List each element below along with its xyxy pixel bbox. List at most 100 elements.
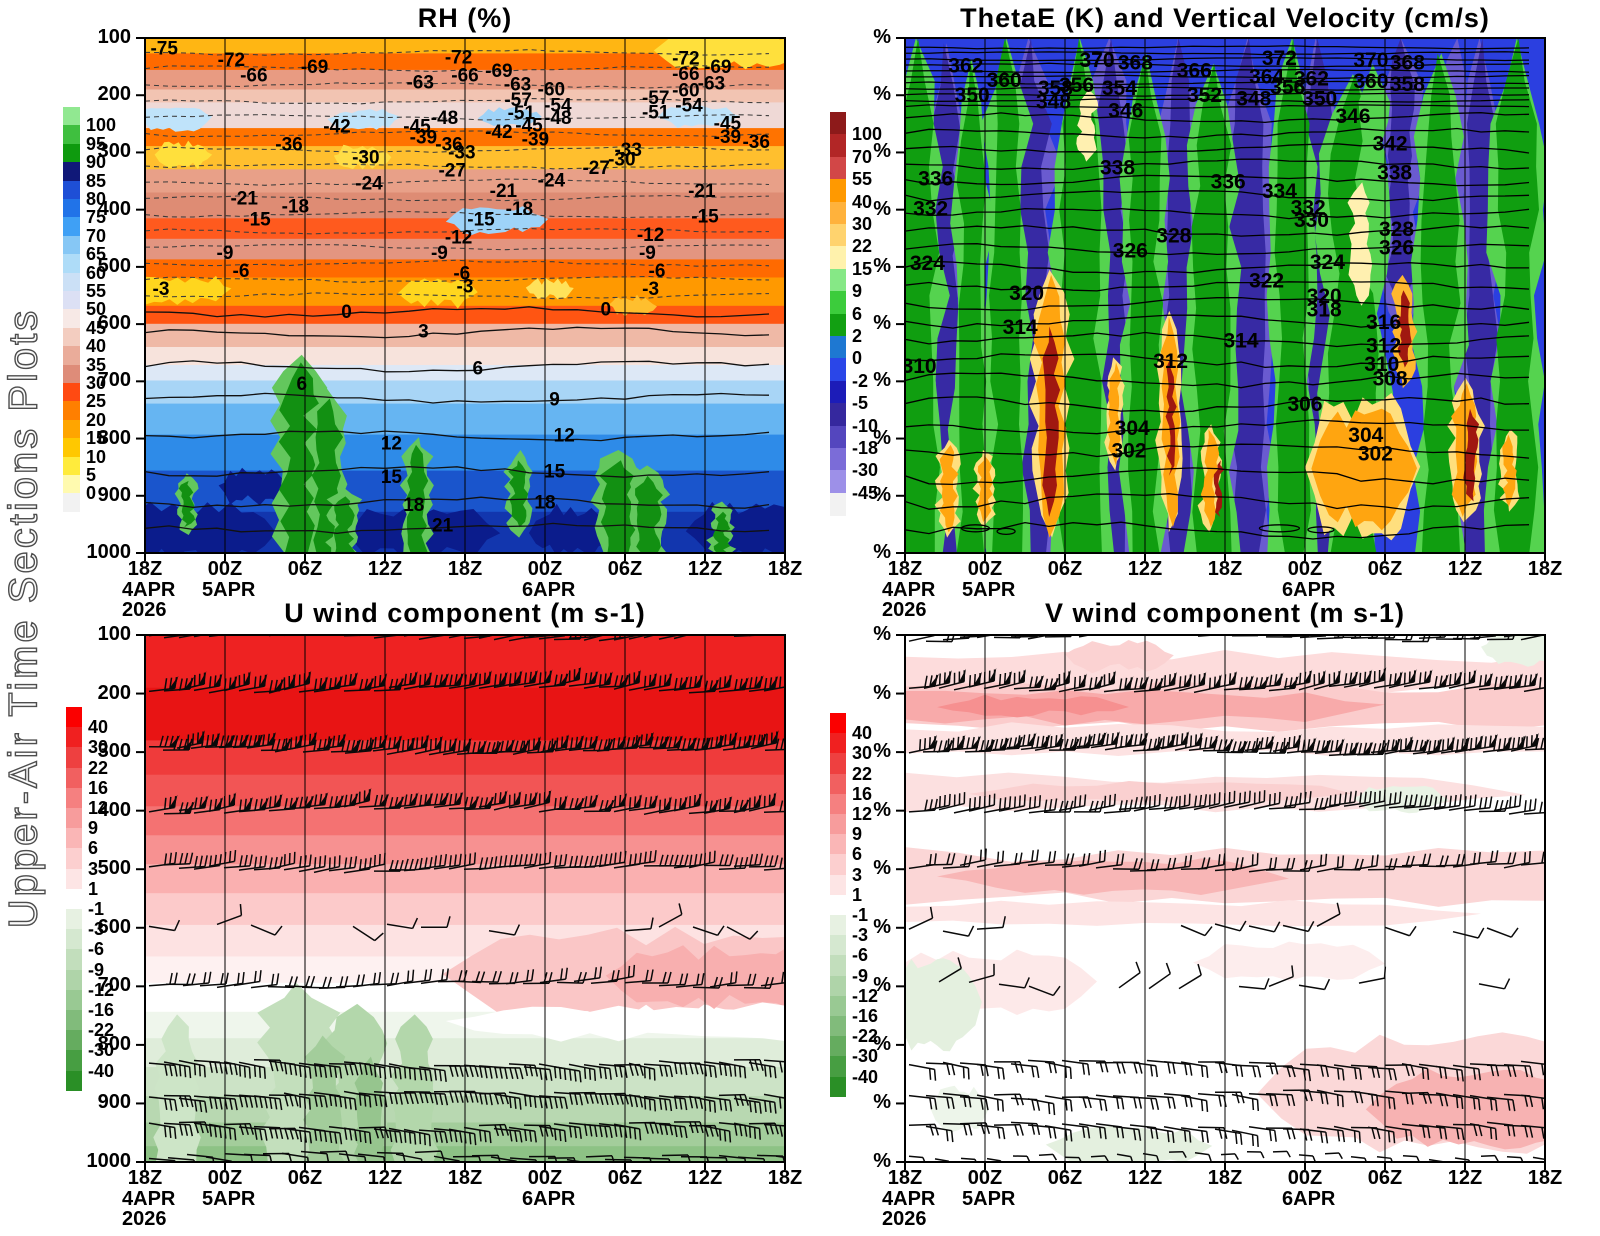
vwind-field: [905, 631, 1545, 1162]
wind-barb: [246, 731, 277, 749]
wind-barb: [925, 853, 956, 866]
wind-barb: [1478, 978, 1511, 990]
colorbar-swatch-rh: [63, 254, 80, 274]
contour-label: -24: [538, 171, 566, 192]
wind-barb: [388, 1127, 417, 1145]
wind-barb: [1118, 676, 1150, 691]
contour-label: 326: [1113, 240, 1148, 263]
wind-barb: [1418, 1124, 1448, 1140]
wind-barb: [699, 1156, 730, 1162]
contour-label: 310: [902, 355, 937, 378]
wind-barb: [978, 737, 1010, 752]
colorbar-label-thetae: 100: [852, 124, 883, 145]
wind-barb: [1358, 667, 1387, 688]
contour-label: 362: [948, 54, 983, 77]
x-tick-label: 00Z: [207, 558, 243, 580]
contour-label: -48: [431, 108, 458, 129]
colorbar-label-uwind: 3: [88, 858, 99, 879]
contour-label: 3: [418, 322, 429, 343]
wind-barb: [658, 1095, 688, 1111]
contour-label: 326: [1379, 237, 1414, 260]
wind-barb: [763, 1059, 785, 1074]
wind-barb: [283, 1127, 313, 1144]
contour-label: -39: [522, 130, 549, 151]
wind-barb: [199, 972, 229, 987]
wind-barb: [403, 1066, 433, 1082]
panel-title-vwind: V wind component (m s-1): [1044, 598, 1405, 628]
contour-label: 324: [910, 252, 945, 275]
wind-barb: [763, 1123, 785, 1138]
contour-label: 364: [1249, 66, 1284, 89]
wind-barb: [628, 1062, 656, 1081]
wind-barb: [523, 851, 552, 869]
wind-barb: [1146, 631, 1176, 633]
colorbar-label-vwind: -9: [852, 965, 869, 986]
colorbar-label-vwind: -16: [852, 1006, 879, 1026]
wind-barb: [1027, 850, 1057, 867]
panel-title-rh: RH (%): [417, 3, 513, 33]
wind-barb: [1044, 1124, 1073, 1142]
wind-barb: [748, 1097, 777, 1114]
y-tick-label: 500: [97, 254, 131, 277]
wind-barb: [357, 1153, 387, 1162]
contour-label: 320: [1009, 282, 1044, 305]
contour-label: -66: [240, 66, 267, 87]
wind-barb: [163, 1094, 194, 1108]
wind-barb: [1367, 1126, 1396, 1144]
y-tick-label: %: [873, 426, 891, 449]
wind-barb: [463, 1064, 493, 1079]
colorbar-label-rh: 65: [86, 244, 107, 265]
colorbar-swatch-thetae: [830, 268, 846, 292]
wind-barb: [148, 794, 178, 813]
contour-label: -21: [230, 189, 258, 210]
colorbar-label-vwind: 6: [852, 844, 863, 865]
wind-barb: [148, 1157, 178, 1162]
colorbar-swatch-rh: [63, 419, 80, 439]
wind-barb: [1044, 1061, 1072, 1079]
wind-barb: [1238, 790, 1266, 809]
contour-label: 338: [1100, 156, 1135, 179]
colorbar-swatch-uwind: [66, 828, 82, 849]
wind-barb: [1299, 635, 1329, 639]
colorbar-label-thetae: 55: [852, 169, 873, 190]
x-tick-label: 18Z: [127, 1167, 163, 1189]
colorbar-swatch-rh: [63, 217, 80, 237]
contour-label: -72: [445, 48, 472, 69]
wind-barb: [1486, 1121, 1516, 1137]
contour-label: -36: [275, 135, 302, 156]
wind-barb: [208, 1096, 238, 1111]
x-tick-label: 18Z: [1207, 1167, 1243, 1189]
wind-barb: [1112, 858, 1143, 871]
wind-barb: [1503, 1063, 1534, 1078]
y-tick-label: 600: [97, 915, 131, 938]
y-tick-label: 100: [97, 26, 131, 48]
y-tick-label: 300: [97, 740, 131, 763]
wind-barb: [418, 1129, 448, 1144]
contour-label: 312: [1153, 350, 1188, 373]
wind-barb: [358, 793, 390, 808]
wind-barb: [268, 1094, 299, 1107]
wind-barb: [624, 731, 654, 749]
vwind-plot-svg: [896, 631, 1546, 1170]
colorbar-swatch-uwind: [66, 848, 82, 870]
wind-barb: [328, 856, 358, 872]
wind-barb: [1129, 1096, 1160, 1110]
date-label: 4APR: [122, 1188, 176, 1210]
contour-label: -57: [504, 90, 531, 111]
rh-plot-svg: -75-72 -72 -72-69 -69 -69-66 -66 -66-63 -63 -63-…: [136, 37, 786, 561]
contour-label: -72: [672, 49, 699, 70]
contour-label: 358: [1390, 73, 1425, 96]
wind-barb: [1028, 985, 1061, 997]
colorbar-swatch-thetae: [830, 179, 846, 203]
wind-barb: [1412, 738, 1443, 755]
wind-barb: [238, 855, 268, 871]
colorbar-swatch-thetae: [830, 134, 846, 158]
wind-barb: [223, 1061, 251, 1079]
wind-barb: [538, 1125, 567, 1143]
contour-label: 370: [1353, 49, 1388, 72]
wind-barb: [343, 1127, 372, 1144]
date-label: 2026: [882, 1208, 927, 1230]
wind-barb: [675, 973, 705, 988]
wind-barb: [1095, 1094, 1125, 1110]
wind-barb: [1118, 732, 1149, 749]
